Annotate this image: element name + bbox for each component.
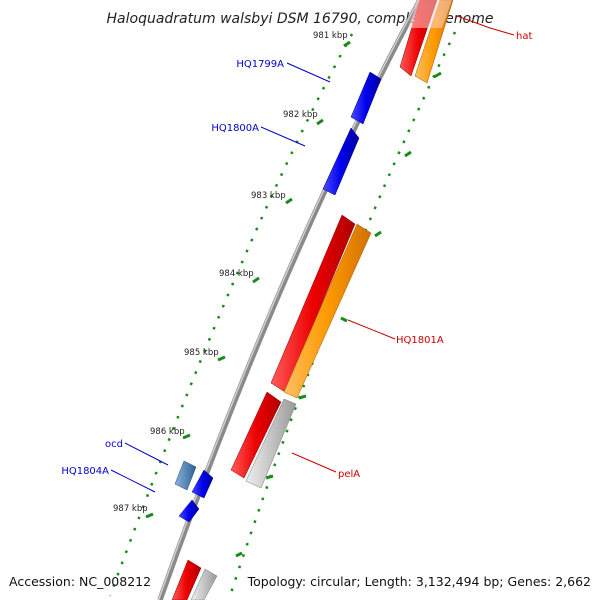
gene-gray-bottom[interactable] [190, 568, 218, 600]
label-hat[interactable]: hat [516, 31, 532, 42]
accession-text: Accession: NC_008212 [9, 574, 151, 589]
label-pela[interactable]: pelA [338, 469, 360, 480]
genome-backbone [157, 0, 423, 600]
kbp-label: 981 kbp [313, 31, 348, 41]
gene-hq1801a-red[interactable] [270, 214, 356, 393]
kbp-label: 982 kbp [283, 110, 318, 120]
kbp-label: 984 kbp [219, 269, 254, 279]
kbp-label: 986 kbp [150, 427, 185, 437]
outer-major-ticks [145, 40, 351, 519]
gene-hq1799a[interactable] [350, 71, 382, 125]
kbp-label: 985 kbp [184, 348, 219, 358]
label-ocd[interactable]: ocd [105, 439, 123, 450]
leader-hq1800a [260, 126, 306, 147]
genome-title: Haloquadratum walsbyi DSM 16790, complet… [107, 11, 494, 27]
inner-tick-track [228, 31, 457, 597]
gene-small-blue[interactable] [178, 499, 200, 523]
kbp-label: 987 kbp [113, 504, 148, 514]
gene-hq1800a[interactable] [322, 127, 360, 196]
genome-summary-text: Topology: circular; Length: 3,132,494 bp… [247, 574, 591, 589]
gene-red-lower[interactable] [230, 391, 282, 479]
leader-ocd [124, 442, 169, 466]
leader-hq1799a [286, 62, 331, 83]
leader-hq1804a [110, 469, 156, 493]
leader-hat [456, 15, 491, 29]
gene-pela[interactable] [245, 398, 297, 489]
inner-major-ticks [235, 71, 442, 558]
label-hq1804a[interactable]: HQ1804A [61, 466, 109, 477]
kbp-label: 983 kbp [251, 191, 286, 201]
gene-hq1801a[interactable] [283, 223, 372, 399]
leader-hat-2 [489, 27, 515, 36]
gene-ocd[interactable] [174, 460, 197, 491]
label-hq1799a[interactable]: HQ1799A [236, 59, 284, 70]
feature-hat-pale[interactable] [408, 0, 452, 28]
label-hq1800a[interactable]: HQ1800A [211, 123, 259, 134]
leader-pela [291, 452, 337, 473]
gene-hq1804a[interactable] [191, 469, 214, 499]
label-hq1801a[interactable]: HQ1801A [396, 335, 444, 346]
gene-red-bottom[interactable] [171, 559, 202, 600]
leader-hq1801a [347, 319, 396, 340]
